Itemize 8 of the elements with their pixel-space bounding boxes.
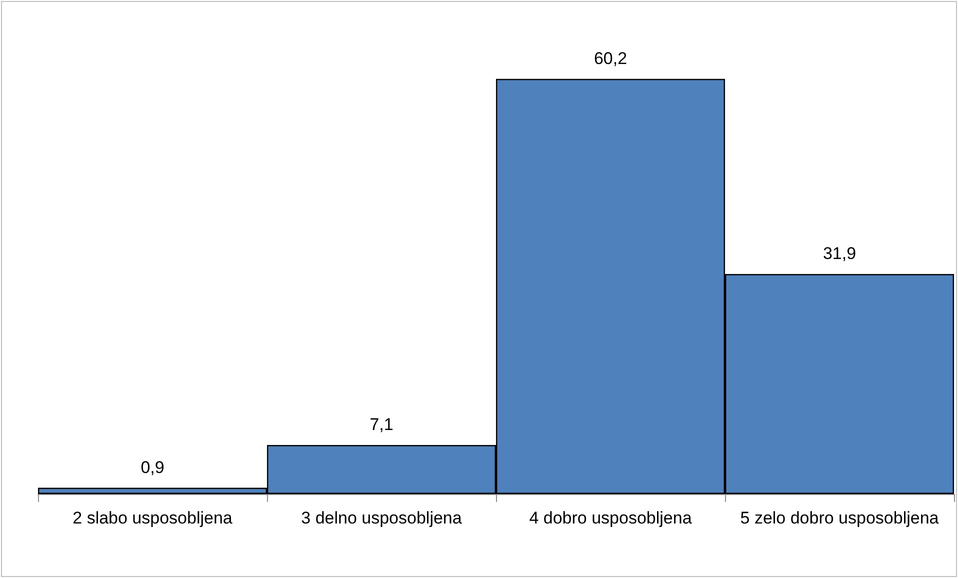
x-tick-label: 3 delno usposobljena: [301, 508, 462, 528]
x-tick-label: 2 slabo usposobljena: [72, 508, 233, 528]
data-label: 60,2: [594, 48, 628, 68]
x-tick-label: 5 zelo dobro usposobljena: [740, 508, 940, 528]
data-label: 0,9: [140, 458, 164, 477]
data-label: 7,1: [370, 415, 394, 434]
x-tick-label: 4 dobro usposobljena: [529, 508, 692, 528]
data-label: 31,9: [822, 244, 856, 264]
